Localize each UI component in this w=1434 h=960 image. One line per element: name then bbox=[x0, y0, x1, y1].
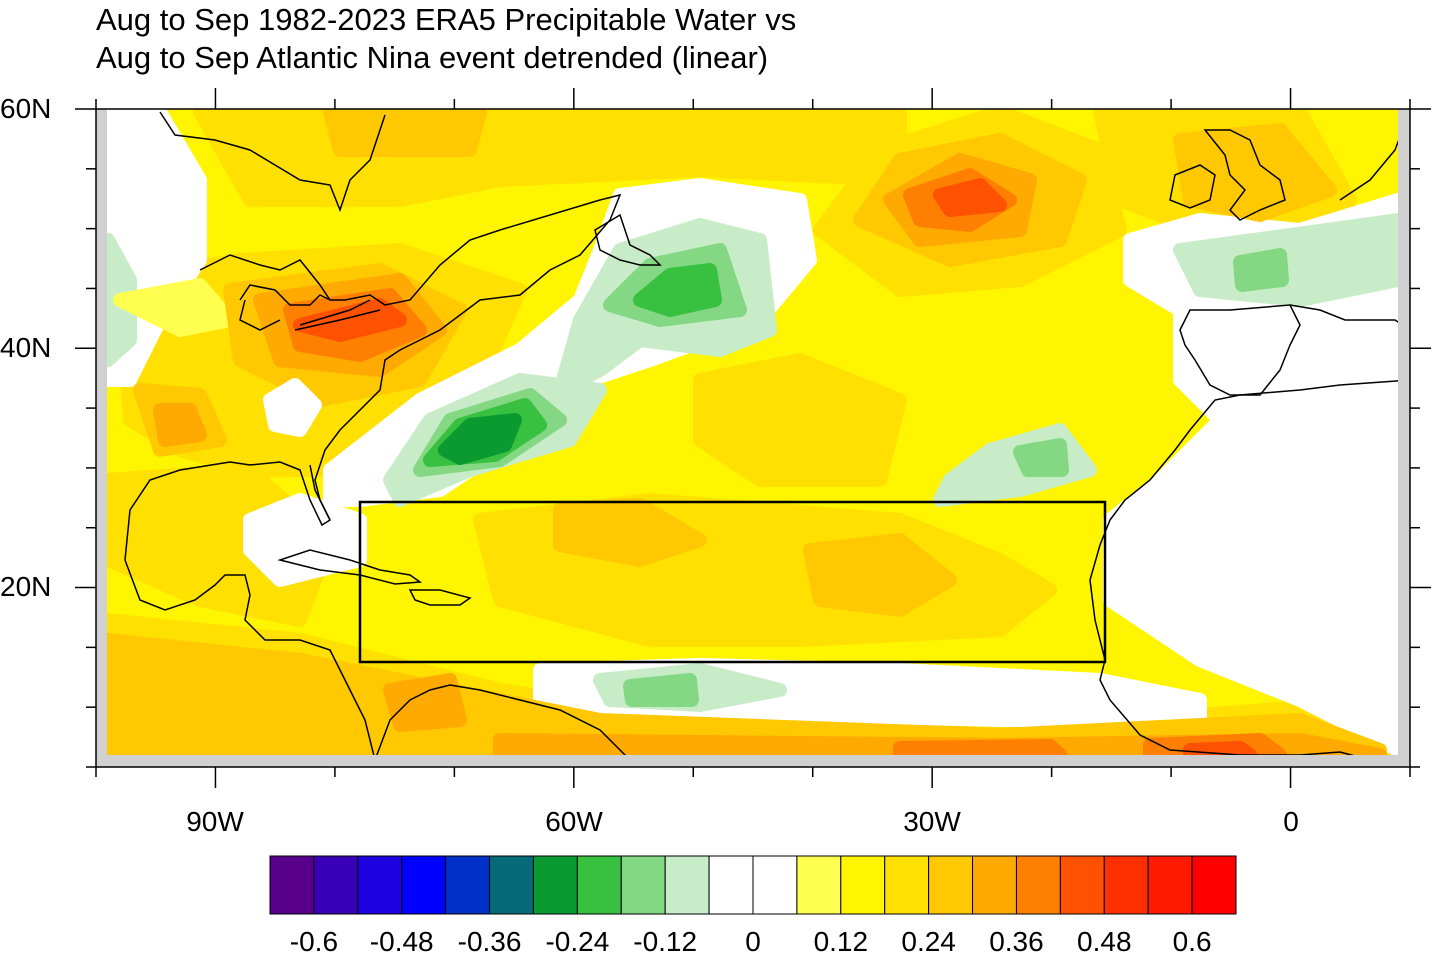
lon-label-30w: 30W bbox=[903, 806, 961, 837]
coast-great-lakes bbox=[239, 284, 381, 331]
contour-region-27 bbox=[623, 673, 699, 707]
coast-hispaniola bbox=[408, 589, 472, 606]
atlantic-nina-region-box bbox=[358, 500, 1107, 664]
colorbar-box bbox=[708, 855, 754, 915]
colorbar-box bbox=[1103, 855, 1149, 915]
shaded-field bbox=[96, 109, 1410, 767]
coastlines bbox=[124, 109, 1410, 761]
contour-region-38 bbox=[553, 498, 707, 567]
contour-region-25 bbox=[1233, 248, 1289, 292]
colorbar-box bbox=[796, 855, 842, 915]
coast-iberia bbox=[1179, 304, 1301, 396]
axis-ticks bbox=[75, 88, 1431, 788]
colorbar-label: -0.36 bbox=[457, 926, 522, 957]
colorbar-label: -0.48 bbox=[369, 926, 434, 957]
contour-region-17 bbox=[633, 263, 722, 317]
colorbar-box bbox=[620, 855, 666, 915]
colorbar-box bbox=[357, 855, 403, 915]
coast-florida bbox=[309, 464, 331, 521]
contour-region-49 bbox=[293, 298, 407, 342]
coast-north-america bbox=[124, 111, 622, 761]
colorbar-label: 0.12 bbox=[813, 926, 869, 957]
colorbar-box bbox=[752, 855, 798, 915]
chart-title-line-1: Aug to Sep 1982-2023 ERA5 Precipitable W… bbox=[96, 2, 797, 37]
contour-region-10 bbox=[243, 493, 367, 587]
colorbar-box bbox=[928, 855, 974, 915]
contour-region-39 bbox=[803, 533, 957, 617]
colorbar-label: 0.36 bbox=[989, 926, 1044, 957]
colorbar-box bbox=[313, 855, 359, 915]
coast-cuba bbox=[277, 549, 423, 585]
colorbar-box bbox=[1191, 855, 1237, 915]
colorbar-label: -0.6 bbox=[289, 926, 339, 957]
colorbar-label: 0.24 bbox=[901, 926, 956, 957]
contour-region-52 bbox=[263, 378, 322, 437]
lat-label-20n: 20N bbox=[0, 571, 52, 602]
lon-label-60w: 60W bbox=[545, 806, 603, 837]
contour-region-8 bbox=[693, 353, 907, 487]
colorbar-box bbox=[972, 855, 1017, 915]
colorbar-box bbox=[884, 855, 930, 915]
colorbar-box bbox=[840, 855, 886, 915]
colorbar-box bbox=[269, 855, 315, 915]
colorbar-box bbox=[664, 855, 710, 915]
contour-region-43 bbox=[153, 403, 207, 447]
lon-label-90w: 90W bbox=[186, 806, 244, 837]
colorbar bbox=[269, 855, 1237, 915]
coast-south-america bbox=[374, 684, 631, 761]
colorbar-box bbox=[1059, 855, 1105, 915]
contour-region-44 bbox=[383, 673, 467, 732]
colorbar-box bbox=[532, 855, 578, 915]
lon-label-0: 0 bbox=[1283, 806, 1299, 837]
missing-data-bottom bbox=[96, 755, 1410, 767]
contour-region-21 bbox=[438, 413, 522, 465]
contour-region-47 bbox=[893, 739, 1067, 762]
missing-data-left bbox=[96, 109, 107, 767]
contour-region-50 bbox=[933, 178, 1007, 217]
coast-britain bbox=[1203, 129, 1286, 221]
lat-label-40n: 40N bbox=[0, 332, 52, 363]
plot-frame bbox=[95, 108, 1411, 768]
colorbar-box bbox=[445, 855, 491, 915]
colorbar-label: 0 bbox=[745, 926, 761, 957]
coast-ireland bbox=[1169, 164, 1216, 209]
contour-region-33 bbox=[323, 109, 487, 157]
contour-region-35 bbox=[1173, 123, 1337, 222]
colorbar-box bbox=[489, 855, 534, 915]
colorbar-label: 0.6 bbox=[1172, 926, 1212, 957]
colorbar-box bbox=[1147, 855, 1193, 915]
lat-label-60n: 60N bbox=[0, 93, 52, 124]
contour-region-23 bbox=[1013, 438, 1069, 477]
missing-data-right bbox=[1398, 109, 1410, 767]
chart-title-line-2: Aug to Sep Atlantic Nina event detrended… bbox=[96, 40, 769, 75]
colorbar-box bbox=[401, 855, 447, 915]
colorbar-box bbox=[1015, 855, 1061, 915]
colorbar-label: -0.12 bbox=[633, 926, 698, 957]
colorbar-label: -0.24 bbox=[545, 926, 610, 957]
colorbar-label: 0.48 bbox=[1077, 926, 1132, 957]
colorbar-box bbox=[576, 855, 622, 915]
coast-newfoundland bbox=[594, 213, 662, 266]
